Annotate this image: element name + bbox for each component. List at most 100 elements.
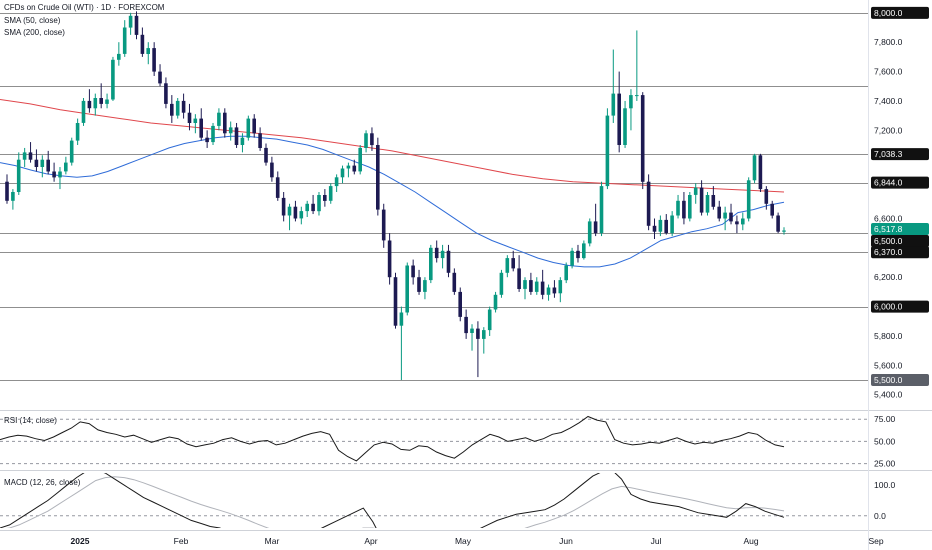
- macd-line: [0, 473, 785, 528]
- candle-body: [205, 137, 209, 143]
- candle-body: [764, 189, 769, 204]
- chart-title: CFDs on Crude Oil (WTI) · 1D · FOREXCOM: [4, 3, 165, 12]
- candle-body: [434, 247, 439, 259]
- candle-body: [552, 287, 557, 294]
- candle-body: [152, 48, 156, 72]
- sma200-legend[interactable]: SMA (200, close): [4, 28, 65, 37]
- candle-body: [440, 250, 445, 259]
- candle-body: [534, 281, 539, 292]
- candle-body: [511, 258, 515, 269]
- candle-body: [493, 294, 498, 310]
- candle-body: [635, 95, 639, 97]
- candle-body: [270, 162, 274, 178]
- candle-body: [387, 240, 392, 278]
- sma200-line: [0, 99, 785, 193]
- candle-body: [364, 133, 368, 148]
- candle-body: [729, 212, 733, 222]
- candle-body: [529, 280, 533, 292]
- candle-body: [623, 108, 627, 145]
- candle-body: [770, 203, 774, 216]
- candle-body: [187, 112, 192, 123]
- candle-body: [446, 250, 451, 273]
- candle-body: [122, 27, 127, 54]
- candle-body: [69, 140, 74, 163]
- candle-body: [228, 127, 233, 134]
- candle-body: [629, 95, 633, 109]
- candle-body: [175, 100, 180, 116]
- candle-body: [370, 133, 374, 146]
- sma50-line: [0, 135, 785, 268]
- candle-body: [558, 280, 563, 294]
- candle-body: [275, 177, 280, 198]
- candle-body: [741, 218, 745, 225]
- candle-body: [746, 180, 751, 219]
- price-tag-label: 7,038.3: [874, 149, 903, 159]
- candle-body: [305, 203, 309, 212]
- candle-body: [658, 219, 663, 232]
- candle-body: [670, 215, 674, 234]
- candle-body: [476, 328, 480, 339]
- candle-body: [5, 181, 9, 201]
- price-tick-label: 7,600.0: [874, 67, 903, 77]
- candle-body: [34, 159, 39, 167]
- price-tick-label: 7,800.0: [874, 37, 903, 47]
- macd-tick-label: 100.0: [874, 480, 896, 490]
- time-tick-label: Apr: [364, 536, 377, 546]
- candle-body: [223, 112, 227, 134]
- candle-body: [46, 159, 50, 172]
- time-tick-label: Sep: [868, 536, 883, 546]
- candle-body: [281, 197, 286, 216]
- candle-body: [199, 118, 203, 138]
- candle-body: [646, 181, 651, 226]
- candle-body: [158, 71, 162, 84]
- candle-body: [540, 281, 545, 295]
- candle-body: [293, 206, 298, 219]
- candle-body: [346, 165, 351, 169]
- candle-body: [358, 147, 362, 172]
- candle-body: [652, 225, 657, 232]
- rsi-line: [0, 415, 785, 462]
- candle-body: [452, 272, 457, 292]
- time-tick-label: Mar: [265, 536, 280, 546]
- price-tag-label: 6,000.0: [874, 302, 903, 312]
- candle-body: [264, 147, 268, 163]
- candle-body: [134, 15, 139, 35]
- candle-body: [128, 15, 133, 28]
- time-tick-label: Aug: [743, 536, 758, 546]
- candle-body: [105, 99, 109, 104]
- candle-body: [711, 195, 716, 207]
- time-tick-label: Jun: [559, 536, 573, 546]
- candle-body: [593, 221, 598, 234]
- price-tick-label: 7,200.0: [874, 125, 903, 135]
- price-tag: [871, 223, 929, 235]
- candle-body: [499, 272, 504, 295]
- candle-body: [752, 155, 757, 181]
- candle-body: [117, 53, 121, 60]
- candle-body: [381, 209, 386, 241]
- candle-body: [211, 125, 215, 143]
- price-tick-label: 6,600.0: [874, 213, 903, 223]
- price-tick-label: 7,400.0: [874, 96, 903, 106]
- candle-body: [423, 280, 427, 292]
- candle-body: [352, 165, 357, 172]
- price-tick-label: 5,400.0: [874, 390, 903, 400]
- candle-body: [64, 162, 68, 172]
- candle-body: [776, 215, 780, 232]
- candle-body: [328, 186, 333, 201]
- rsi-legend[interactable]: RSI (14, close): [4, 416, 57, 425]
- candle-body: [676, 200, 680, 216]
- candle-body: [299, 211, 304, 219]
- candle-body: [487, 309, 492, 331]
- candle-body: [81, 100, 86, 123]
- candle-body: [93, 98, 98, 109]
- candle-body: [252, 118, 256, 134]
- price-tag: [871, 176, 929, 189]
- price-tag-label: 6,517.8: [874, 224, 903, 234]
- macd-legend[interactable]: MACD (12, 26, close): [4, 478, 81, 487]
- candle-body: [517, 268, 521, 289]
- candle-body: [470, 328, 474, 333]
- candle-body: [688, 195, 692, 219]
- sma50-legend[interactable]: SMA (50, close): [4, 16, 61, 25]
- candle-body: [40, 159, 45, 167]
